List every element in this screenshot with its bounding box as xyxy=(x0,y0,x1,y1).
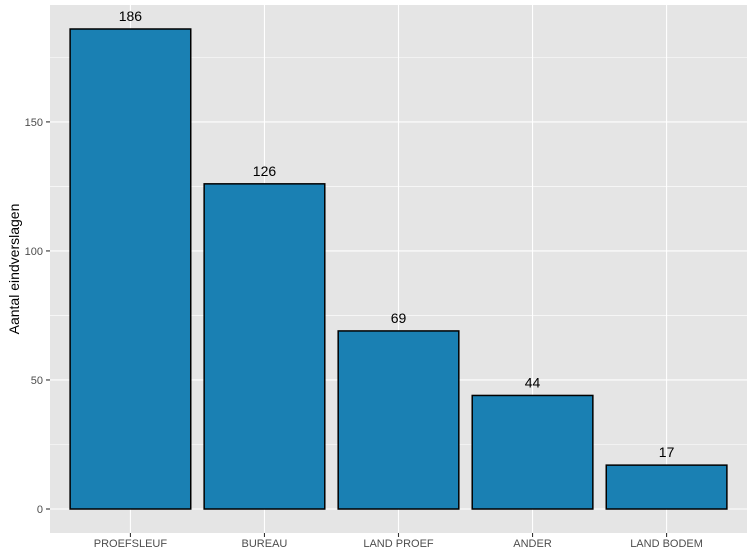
bar-land-proef xyxy=(337,330,460,510)
data-label: 126 xyxy=(253,163,277,179)
data-label: 69 xyxy=(391,310,407,326)
x-tick-label: LAND BODEM xyxy=(630,538,703,550)
x-tick-label: LAND PROEF xyxy=(363,538,434,550)
y-tick-label: 0 xyxy=(37,504,43,516)
x-axis: PROEFSLEUF BUREAU LAND PROEF ANDER LAND BODE… xyxy=(94,533,703,550)
y-tick-label: 50 xyxy=(31,375,43,387)
y-tick-label: 150 xyxy=(25,117,43,129)
x-tick-label: ANDER xyxy=(513,538,552,550)
x-tick-label: BUREAU xyxy=(242,538,288,550)
data-labels: 186 126 69 44 17 xyxy=(119,8,675,460)
x-tick-label: PROEFSLEUF xyxy=(94,538,168,550)
bar-land-bodem xyxy=(605,464,728,510)
y-axis: 0 50 100 150 xyxy=(25,117,50,516)
data-label: 44 xyxy=(525,374,541,390)
bar-ander xyxy=(471,394,594,510)
y-tick-label: 100 xyxy=(25,246,43,258)
y-axis-title: Aantal eindverslagen xyxy=(6,204,22,335)
data-label: 17 xyxy=(659,444,675,460)
bars xyxy=(69,28,728,510)
data-label: 186 xyxy=(119,8,143,24)
bar-proefsleuf xyxy=(69,28,192,510)
bar-bureau xyxy=(203,183,326,510)
